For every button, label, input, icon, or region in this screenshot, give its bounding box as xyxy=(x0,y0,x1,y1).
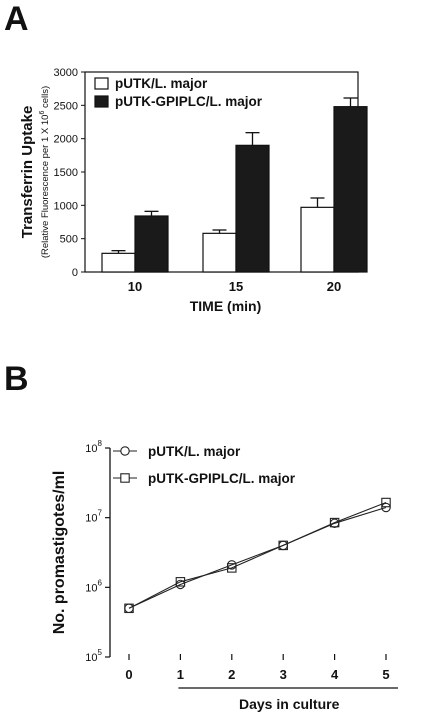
y-tick-label: 2500 xyxy=(54,100,78,112)
legend-label: pUTK/L. major xyxy=(148,444,241,459)
legend-marker xyxy=(120,446,130,456)
panel-b-label: B xyxy=(4,360,29,398)
panel-a-label: A xyxy=(4,0,29,38)
data-point xyxy=(381,497,391,508)
x-axis-title: Days in culture xyxy=(239,696,340,712)
x-tick-label: 20 xyxy=(327,279,341,294)
data-point xyxy=(227,563,237,573)
bar xyxy=(202,232,237,273)
y-tick-label: 1000 xyxy=(54,200,78,212)
legend-marker xyxy=(120,473,130,483)
x-tick-label: 10 xyxy=(128,279,142,294)
data-point xyxy=(278,540,288,551)
bar xyxy=(134,215,169,273)
x-axis-title: TIME (min) xyxy=(190,298,262,314)
y-tick-label: 3000 xyxy=(54,67,78,79)
legend-label: pUTK-GPIPLC/L. major xyxy=(148,471,296,486)
chart-a: 0 500 1000 1500 2000 2500 3000 10 15 20 TIME (min)… xyxy=(19,67,368,314)
x-tick-label: 4 xyxy=(331,667,339,682)
series-line xyxy=(128,506,387,609)
x-tick-label: 0 xyxy=(125,667,132,682)
data-point xyxy=(381,502,391,513)
x-tick-label: 15 xyxy=(229,279,243,294)
legend-label: pUTK-GPIPLC/L. major xyxy=(115,94,263,109)
y-tick-label: 0 xyxy=(72,267,78,279)
data-point xyxy=(329,517,340,528)
y-tick-label: 107 xyxy=(85,509,102,525)
bar xyxy=(235,144,270,273)
legend-swatch xyxy=(94,95,109,108)
legend-swatch xyxy=(94,77,109,90)
y-tick-label: 500 xyxy=(60,234,78,246)
x-tick-label: 2 xyxy=(228,667,235,682)
data-point xyxy=(175,577,186,587)
y-axis-subtitle: (Relative Fluorescence per 1 X 106 cells… xyxy=(39,86,51,258)
x-tick-label: 5 xyxy=(382,667,389,682)
y-tick-label: 2000 xyxy=(54,134,78,146)
legend-label: pUTK/L. major xyxy=(115,76,208,91)
x-tick-label: 1 xyxy=(177,667,184,682)
y-tick-label: 105 xyxy=(85,648,102,664)
bar xyxy=(333,106,368,273)
y-tick-label: 1500 xyxy=(54,167,78,179)
data-point xyxy=(124,603,134,614)
y-tick-label: 106 xyxy=(85,578,102,594)
x-tick-label: 3 xyxy=(280,667,287,682)
y-tick-label: 108 xyxy=(85,439,102,455)
y-axis-title: No. promastigotes/ml xyxy=(51,471,68,635)
y-axis-title: Transferrin Uptake xyxy=(19,106,36,239)
series-line xyxy=(128,502,387,609)
